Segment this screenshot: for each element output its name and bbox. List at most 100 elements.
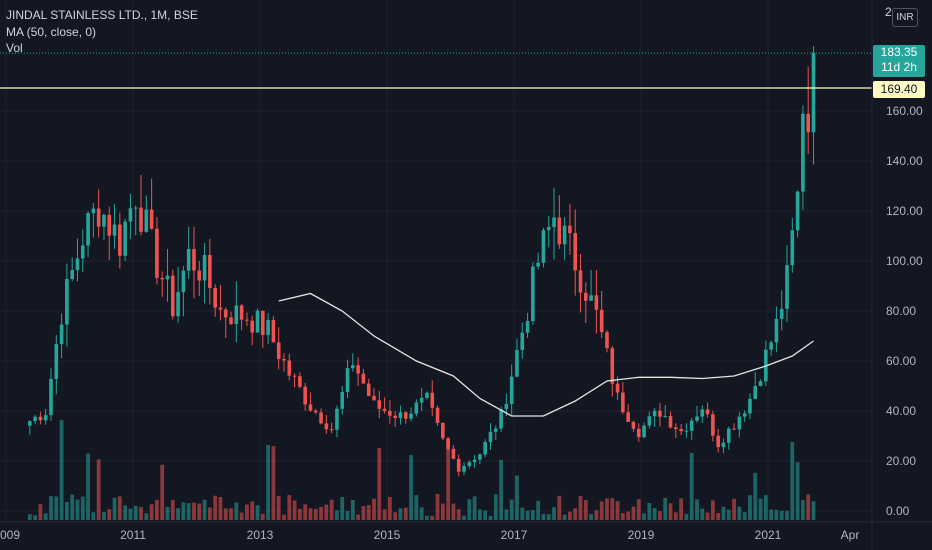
candle-body bbox=[557, 217, 562, 245]
candle-body bbox=[276, 342, 281, 359]
volume-bar bbox=[435, 494, 440, 520]
volume-bar bbox=[790, 442, 795, 520]
volume-bar bbox=[329, 499, 334, 520]
volume-bar bbox=[546, 514, 551, 520]
candle-body bbox=[790, 230, 795, 266]
volume-bar bbox=[207, 507, 212, 520]
candle-body bbox=[38, 416, 43, 421]
volume-bar bbox=[186, 503, 191, 520]
volume-bar bbox=[324, 504, 329, 520]
volume-bar bbox=[202, 499, 207, 520]
candle-body bbox=[234, 305, 239, 324]
candle-body bbox=[351, 365, 355, 369]
volume-bar bbox=[192, 502, 196, 520]
volume-bar bbox=[319, 506, 323, 520]
candle-body bbox=[499, 409, 503, 429]
volume-bar bbox=[620, 513, 625, 520]
volume-bar bbox=[705, 512, 710, 520]
candle-body bbox=[472, 459, 477, 463]
volume-bar bbox=[552, 507, 556, 520]
volume-bar bbox=[250, 501, 255, 520]
candle-body bbox=[409, 413, 413, 419]
currency-button[interactable]: INR bbox=[892, 8, 918, 27]
volume-bar bbox=[287, 495, 292, 520]
volume-bar bbox=[27, 514, 32, 520]
volume-bar bbox=[292, 500, 297, 520]
volume-bar bbox=[578, 496, 583, 520]
volume-bar bbox=[726, 509, 731, 520]
candle-body bbox=[663, 416, 668, 418]
volume-bar bbox=[462, 515, 466, 520]
volume-bar bbox=[64, 502, 69, 520]
volume-bar bbox=[128, 508, 133, 520]
candle-body bbox=[562, 225, 567, 245]
candle-body bbox=[674, 427, 678, 429]
volume-bar bbox=[541, 513, 546, 520]
volume-bar bbox=[350, 499, 355, 520]
vol-legend[interactable]: Vol bbox=[6, 41, 23, 55]
volume-bar bbox=[748, 495, 752, 520]
volume-bar bbox=[33, 515, 38, 520]
volume-bar bbox=[811, 501, 816, 520]
price-tick-label: 0.00 bbox=[886, 504, 910, 518]
candle-body bbox=[584, 292, 588, 301]
candle-body bbox=[716, 435, 720, 448]
volume-bar bbox=[440, 503, 445, 520]
candle-body bbox=[303, 386, 307, 405]
volume-bar bbox=[403, 507, 408, 520]
candle-body bbox=[213, 287, 217, 308]
volume-bar bbox=[594, 510, 599, 520]
candle-body bbox=[255, 310, 260, 333]
candle-body bbox=[700, 409, 705, 417]
symbol-title[interactable]: JINDAL STAINLESS LTD., 1M, BSE bbox=[6, 8, 198, 22]
candle-body bbox=[282, 358, 286, 361]
price-tick-label: 160.00 bbox=[886, 104, 923, 118]
candle-body bbox=[335, 408, 339, 430]
candles bbox=[28, 46, 816, 477]
candle-body bbox=[403, 412, 408, 419]
candle-body bbox=[647, 416, 652, 426]
volume-bar bbox=[112, 497, 117, 520]
volume-bar bbox=[774, 509, 779, 520]
volume-bar bbox=[806, 494, 811, 520]
candle-body bbox=[192, 248, 196, 271]
candle-body bbox=[658, 410, 662, 417]
candle-body bbox=[621, 392, 625, 413]
candle-body bbox=[107, 214, 112, 236]
volume-bar bbox=[652, 508, 657, 520]
volume-bar bbox=[758, 498, 763, 520]
volume-bar bbox=[393, 512, 398, 520]
volume-bar bbox=[96, 459, 101, 520]
candle-body bbox=[573, 233, 578, 271]
volume-bar bbox=[245, 504, 249, 520]
volume-bar bbox=[710, 500, 715, 520]
volume-bar bbox=[139, 507, 143, 520]
ma-line bbox=[278, 292, 814, 417]
candle-body bbox=[361, 373, 366, 384]
volume-bar bbox=[605, 498, 609, 520]
volume-bar bbox=[38, 504, 43, 520]
candle-body bbox=[504, 403, 509, 410]
volume-bar bbox=[271, 446, 276, 520]
candle-body bbox=[324, 423, 329, 430]
volume-bar bbox=[478, 509, 482, 520]
volume-bar bbox=[414, 495, 419, 520]
volume-bar bbox=[276, 495, 281, 520]
volume-bar bbox=[377, 448, 382, 520]
candle-body bbox=[139, 207, 143, 232]
ma-legend[interactable]: MA (50, close, 0) bbox=[6, 24, 97, 39]
price-tick-label: 20.00 bbox=[886, 454, 916, 468]
volume-bar bbox=[631, 506, 636, 520]
candle-body bbox=[509, 376, 514, 404]
candle-body bbox=[245, 319, 249, 321]
volume-bar bbox=[509, 499, 514, 520]
candle-body bbox=[811, 52, 816, 133]
volume-bar bbox=[75, 499, 80, 520]
volume-bar bbox=[398, 508, 403, 520]
candle-body bbox=[779, 308, 784, 319]
candle-body bbox=[679, 428, 683, 432]
candle-body bbox=[737, 416, 742, 430]
volume-bar bbox=[456, 509, 461, 520]
